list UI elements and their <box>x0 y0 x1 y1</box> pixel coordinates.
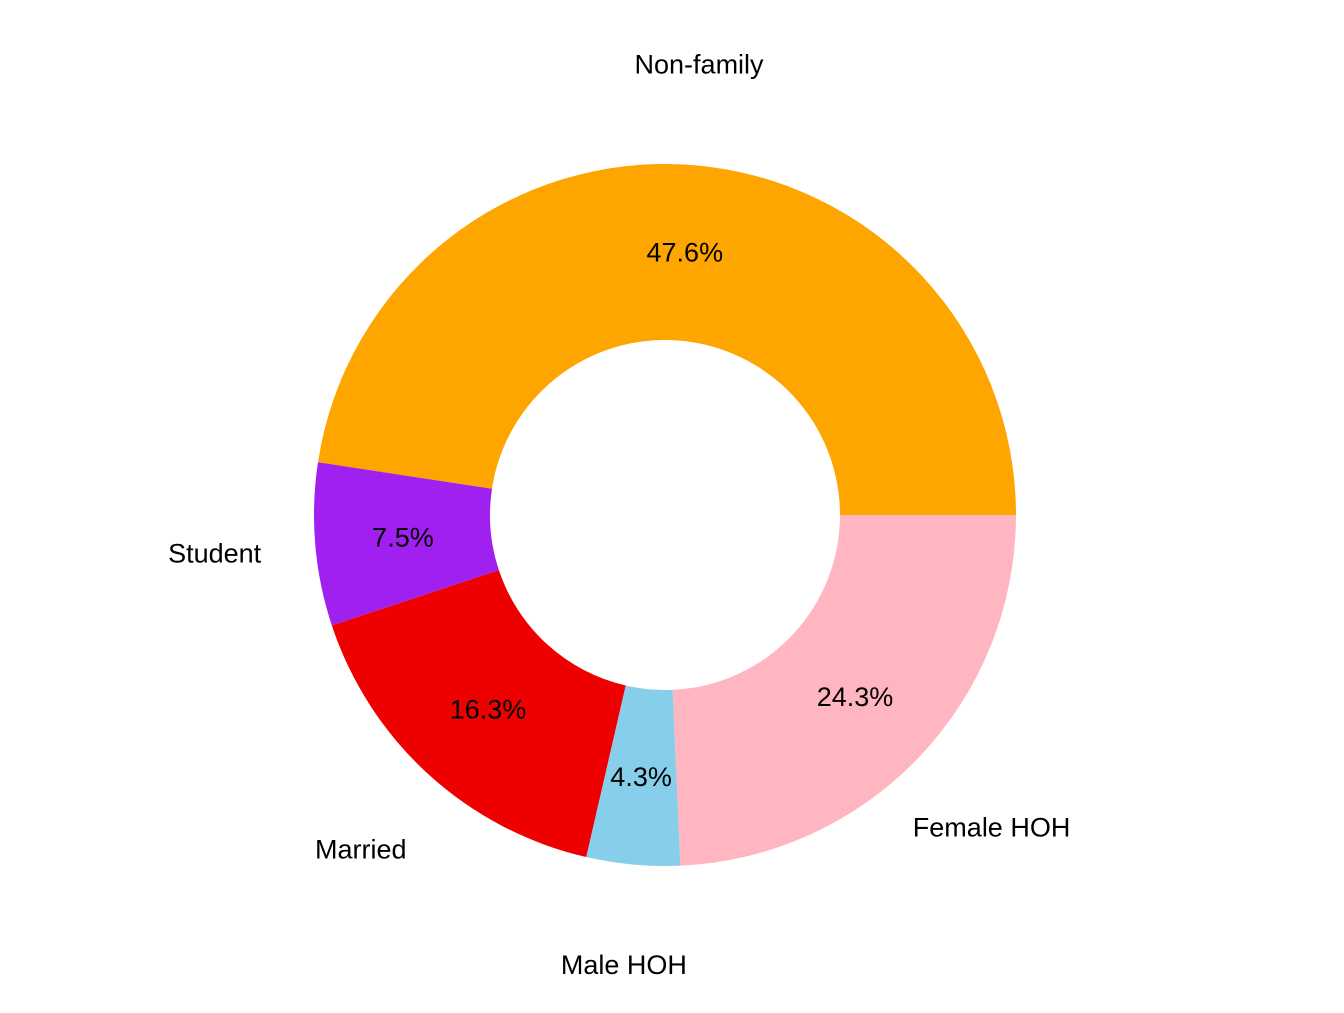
slice-female-hoh <box>672 515 1016 866</box>
category-label-female-hoh: Female HOH <box>913 813 1071 843</box>
percent-label-married: 16.3% <box>450 695 527 725</box>
slice-male-hoh <box>586 685 681 866</box>
percent-label-male-hoh: 4.3% <box>610 762 672 792</box>
category-label-non-family: Non-family <box>635 49 765 79</box>
slice-non-family <box>317 164 1016 515</box>
percent-label-non-family: 47.6% <box>647 238 724 268</box>
slice-student <box>313 462 499 626</box>
percent-label-female-hoh: 24.3% <box>817 682 894 712</box>
category-label-married: Married <box>315 834 407 864</box>
slice-married <box>331 570 626 858</box>
category-label-male-hoh: Male HOH <box>561 950 687 980</box>
slices-layer <box>313 164 1016 866</box>
labels-layer: 47.6% Non-family 7.5% Student 16.3% Married 4.… <box>168 49 1070 980</box>
category-label-student: Student <box>168 538 262 568</box>
percent-label-student: 7.5% <box>372 522 434 552</box>
